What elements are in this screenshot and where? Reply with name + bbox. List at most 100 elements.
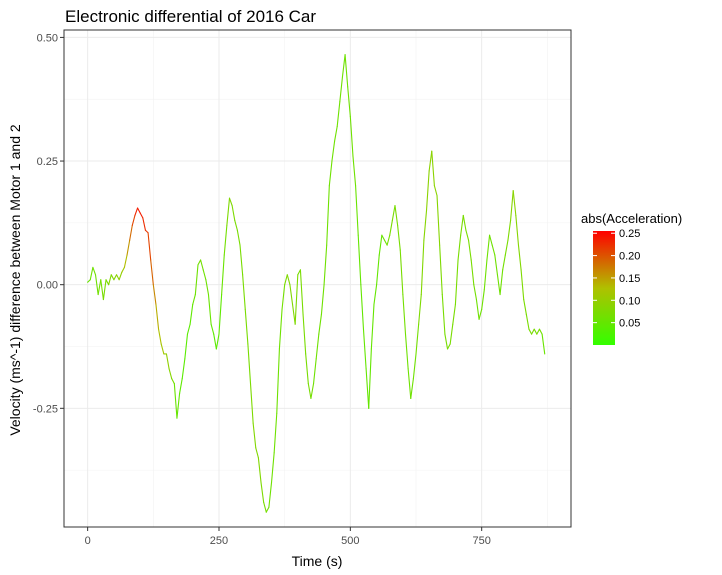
- line-segment: [299, 269, 304, 315]
- line-segment: [100, 279, 104, 301]
- line-segment: [205, 279, 210, 296]
- line-segment: [137, 207, 141, 214]
- line-segment: [234, 219, 238, 231]
- line-segment: [263, 501, 267, 513]
- plot-panel: [63, 29, 572, 528]
- line-segment: [428, 150, 433, 172]
- line-segment: [481, 289, 485, 310]
- line-segment: [541, 333, 546, 355]
- legend-tick-label: 0.25: [619, 228, 640, 240]
- line-segment: [334, 125, 338, 142]
- line-segment: [113, 274, 118, 281]
- line-segment: [110, 274, 115, 281]
- x-tick-label: 250: [210, 535, 228, 547]
- legend-title: abs(Acceleration): [581, 211, 682, 226]
- line-segment: [236, 229, 241, 246]
- line-segment: [92, 266, 97, 276]
- line-segment: [355, 185, 359, 236]
- line-segment: [150, 259, 154, 286]
- line-segment: [118, 271, 123, 281]
- legend-tick-label: 0.15: [619, 273, 640, 285]
- line-segment: [268, 481, 273, 508]
- line-segment: [320, 284, 325, 315]
- line-segment: [242, 274, 246, 310]
- line-segment: [536, 328, 541, 335]
- line-segment: [173, 383, 178, 419]
- line-segment: [344, 54, 349, 88]
- line-segment: [129, 224, 133, 241]
- line-segment: [126, 239, 131, 256]
- line-segment: [152, 284, 157, 306]
- line-segment: [454, 259, 459, 306]
- line-segment: [423, 209, 428, 241]
- line-segment: [502, 254, 506, 271]
- legend-colorbar: [593, 231, 615, 345]
- line-segment: [202, 269, 207, 281]
- line-segment: [318, 313, 322, 335]
- line-segment: [89, 266, 94, 281]
- line-segment: [260, 481, 265, 503]
- line-segment: [147, 232, 152, 261]
- line-segment: [165, 353, 170, 370]
- line-segment: [486, 234, 491, 261]
- line-segment: [105, 279, 110, 286]
- line-segment: [433, 185, 438, 197]
- line-segment: [294, 274, 299, 325]
- data-line: [87, 54, 546, 513]
- line-segment: [473, 284, 477, 301]
- line-segment: [383, 239, 388, 246]
- line-segment: [373, 284, 378, 306]
- x-tick-label: 500: [341, 535, 359, 547]
- line-segment: [302, 313, 307, 355]
- y-tick-label: 0.00: [37, 280, 58, 292]
- line-segment: [200, 259, 204, 271]
- line-segment: [323, 244, 328, 286]
- line-segment: [418, 294, 422, 325]
- legend-ticks: 0.05 0.10 0.15 0.20 0.25: [593, 228, 640, 330]
- line-segment: [520, 269, 525, 301]
- line-segment: [410, 378, 414, 399]
- line-segment: [452, 303, 456, 325]
- line-segment: [360, 284, 365, 330]
- line-segment: [131, 214, 136, 226]
- line-segment: [313, 358, 317, 385]
- line-segment: [97, 279, 102, 296]
- line-segment: [449, 323, 454, 345]
- legend-tick-label: 0.20: [619, 251, 640, 263]
- line-segment: [244, 308, 249, 345]
- line-segment: [415, 323, 420, 355]
- line-segment: [515, 214, 520, 246]
- line-segment: [404, 333, 409, 370]
- line-segment: [504, 239, 509, 256]
- line-segment: [231, 205, 236, 221]
- line-segment: [412, 353, 417, 380]
- line-segment: [289, 284, 294, 306]
- line-segment: [389, 219, 393, 236]
- line-segment: [228, 197, 233, 207]
- line-segment: [179, 378, 183, 395]
- line-segment: [102, 279, 107, 301]
- line-segment: [331, 140, 336, 162]
- line-segment: [226, 197, 231, 226]
- line-segment: [215, 333, 220, 350]
- line-segment: [376, 254, 380, 286]
- line-segment: [284, 274, 288, 286]
- line-segment: [386, 234, 391, 246]
- line-segment: [528, 328, 533, 335]
- line-segment: [460, 214, 464, 236]
- line-segment: [365, 368, 370, 409]
- line-segment: [255, 447, 259, 459]
- line-segment: [446, 343, 451, 350]
- line-segment: [370, 303, 375, 350]
- line-segment: [341, 54, 346, 78]
- line-segment: [158, 328, 162, 345]
- line-segment: [184, 333, 189, 360]
- line-segment: [155, 303, 160, 330]
- line-segment: [115, 274, 120, 281]
- line-segment: [531, 328, 535, 335]
- line-segment: [347, 86, 351, 118]
- line-segment: [221, 254, 225, 296]
- line-segment: [123, 254, 128, 268]
- line-segment: [160, 343, 165, 355]
- line-segment: [207, 294, 212, 325]
